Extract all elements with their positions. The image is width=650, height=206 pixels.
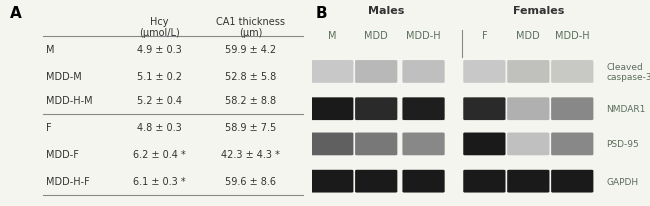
Text: Males: Males xyxy=(368,6,404,16)
Text: CA1 thickness
(μm): CA1 thickness (μm) xyxy=(216,16,285,38)
FancyBboxPatch shape xyxy=(355,61,397,83)
Text: 52.8 ± 5.8: 52.8 ± 5.8 xyxy=(226,71,276,81)
Text: F: F xyxy=(482,31,488,41)
FancyBboxPatch shape xyxy=(551,98,593,121)
Text: M: M xyxy=(46,44,55,54)
FancyBboxPatch shape xyxy=(551,133,593,156)
FancyBboxPatch shape xyxy=(402,98,445,121)
FancyBboxPatch shape xyxy=(463,61,506,83)
Text: M: M xyxy=(328,31,337,41)
Text: MDD: MDD xyxy=(365,31,388,41)
FancyBboxPatch shape xyxy=(551,170,593,193)
Text: Hcy
(μmol/L): Hcy (μmol/L) xyxy=(139,16,179,38)
Text: 5.2 ± 0.4: 5.2 ± 0.4 xyxy=(136,96,182,106)
Text: 4.8 ± 0.3: 4.8 ± 0.3 xyxy=(137,123,181,133)
FancyBboxPatch shape xyxy=(402,170,445,193)
Text: 42.3 ± 4.3 *: 42.3 ± 4.3 * xyxy=(222,150,280,159)
Text: MDD-F: MDD-F xyxy=(46,150,79,159)
FancyBboxPatch shape xyxy=(311,170,354,193)
Text: Females: Females xyxy=(513,6,564,16)
Text: 59.6 ± 8.6: 59.6 ± 8.6 xyxy=(226,176,276,186)
FancyBboxPatch shape xyxy=(311,61,354,83)
Text: MDD: MDD xyxy=(517,31,540,41)
FancyBboxPatch shape xyxy=(355,170,397,193)
FancyBboxPatch shape xyxy=(507,133,549,156)
Text: MDD-H: MDD-H xyxy=(555,31,590,41)
FancyBboxPatch shape xyxy=(507,98,549,121)
Text: 5.1 ± 0.2: 5.1 ± 0.2 xyxy=(136,71,182,81)
FancyBboxPatch shape xyxy=(402,61,445,83)
Text: MDD-H-M: MDD-H-M xyxy=(46,96,93,106)
Text: F: F xyxy=(46,123,52,133)
FancyBboxPatch shape xyxy=(402,133,445,156)
Text: GAPDH: GAPDH xyxy=(606,177,638,186)
FancyBboxPatch shape xyxy=(463,133,506,156)
FancyBboxPatch shape xyxy=(507,61,549,83)
Text: PSD-95: PSD-95 xyxy=(606,140,639,149)
FancyBboxPatch shape xyxy=(355,98,397,121)
Text: 58.2 ± 8.8: 58.2 ± 8.8 xyxy=(226,96,276,106)
Text: 6.2 ± 0.4 *: 6.2 ± 0.4 * xyxy=(133,150,186,159)
FancyBboxPatch shape xyxy=(311,98,354,121)
Text: MDD-H-F: MDD-H-F xyxy=(46,176,90,186)
Text: MDD-M: MDD-M xyxy=(46,71,82,81)
FancyBboxPatch shape xyxy=(311,133,354,156)
Text: A: A xyxy=(10,6,21,21)
Text: 6.1 ± 0.3 *: 6.1 ± 0.3 * xyxy=(133,176,185,186)
Text: 59.9 ± 4.2: 59.9 ± 4.2 xyxy=(226,44,276,54)
FancyBboxPatch shape xyxy=(507,170,549,193)
FancyBboxPatch shape xyxy=(463,98,506,121)
FancyBboxPatch shape xyxy=(551,61,593,83)
Text: 4.9 ± 0.3: 4.9 ± 0.3 xyxy=(137,44,181,54)
Text: 58.9 ± 7.5: 58.9 ± 7.5 xyxy=(226,123,276,133)
FancyBboxPatch shape xyxy=(355,133,397,156)
Text: MDD-H: MDD-H xyxy=(406,31,441,41)
FancyBboxPatch shape xyxy=(463,170,506,193)
Text: Cleaved
caspase-3: Cleaved caspase-3 xyxy=(606,62,650,82)
Text: NMDAR1: NMDAR1 xyxy=(606,105,645,114)
Text: B: B xyxy=(315,6,327,21)
